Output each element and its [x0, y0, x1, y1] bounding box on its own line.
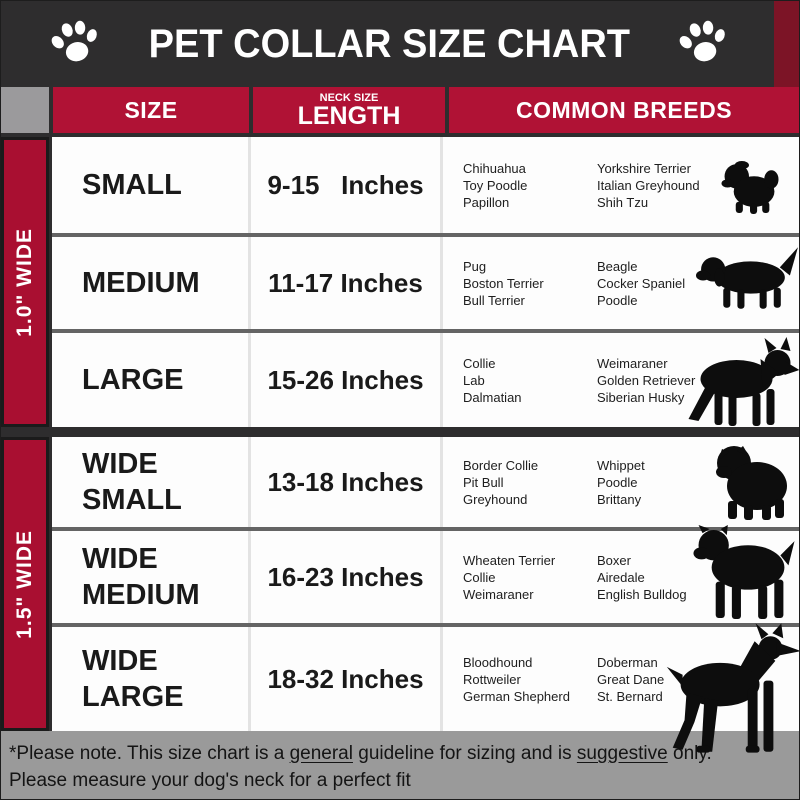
- doberman-silhouette-icon: [653, 621, 799, 764]
- length-value: 16-23 Inches: [267, 561, 424, 592]
- breed-name: Chihuahua: [463, 160, 526, 176]
- breed-name: Border Collie: [463, 457, 539, 473]
- sidebar-1-0-wide-label: 1.0" WIDE: [13, 227, 36, 337]
- breed-name: Golden Retriever: [597, 372, 696, 388]
- breed-name: German Shepherd: [463, 688, 570, 704]
- german-shepherd-silhouette-icon: [684, 337, 799, 429]
- breed-name: Wheaten Terrier: [463, 552, 556, 568]
- table-row-wide-large: WIDE LARGE 18-32 Inches Bloodhound Rottw…: [52, 627, 799, 731]
- sidebar-1-5-wide-label: 1.5" WIDE: [13, 529, 36, 639]
- breed-name: Toy Poodle: [463, 177, 528, 193]
- length-value: 18-32 Inches: [267, 663, 424, 694]
- spaniel-dog-silhouette-icon: [695, 245, 799, 311]
- bulldog-silhouette-icon: [711, 441, 793, 521]
- breed-name: Weimaraner: [597, 355, 668, 371]
- header-common-breeds: COMMON BREEDS: [449, 87, 799, 133]
- small-fluffy-dog-silhouette-icon: [719, 159, 781, 215]
- breed-name: Collie: [463, 355, 496, 371]
- breed-name: Shih Tzu: [597, 194, 649, 210]
- breed-name: Collie: [463, 569, 496, 585]
- row-divider: [52, 329, 799, 333]
- size-label: LARGE: [82, 363, 184, 396]
- breed-name: Cocker Spaniel: [597, 275, 686, 291]
- sidebar-1-0-wide: 1.0" WIDE: [1, 137, 49, 427]
- header-length: NECK SIZE LENGTH: [253, 87, 445, 133]
- breed-name: Siberian Husky: [597, 389, 685, 405]
- size-label: WIDE MEDIUM: [82, 542, 200, 611]
- note-line-2: Please measure your dog's neck for a per…: [9, 770, 411, 791]
- table-row-wide-medium: WIDE MEDIUM 16-23 Inches Wheaten Terrier…: [52, 531, 799, 623]
- row-divider: [52, 233, 799, 237]
- header-length-label: LENGTH: [297, 101, 401, 130]
- breed-name: Airedale: [597, 569, 645, 585]
- breed-name: Rottweiler: [463, 671, 521, 687]
- length-value: 15-26 Inches: [267, 364, 424, 395]
- table-row-wide-small: WIDE SMALL 13-18 Inches Border Collie Pi…: [52, 437, 799, 527]
- breed-name: Weimaraner: [463, 586, 534, 602]
- row-divider: [52, 527, 799, 531]
- width-sidebar: 1.0" WIDE 1.5" WIDE: [1, 137, 49, 731]
- title-bar: PET COLLAR SIZE CHART: [1, 1, 799, 87]
- length-value: 9-15 Inches: [267, 169, 424, 200]
- pit-bull-silhouette-icon: [689, 525, 799, 622]
- header-size-label: SIZE: [124, 96, 178, 123]
- breed-name: Poodle: [597, 474, 638, 490]
- breed-name: Papillon: [463, 194, 510, 210]
- size-label: MEDIUM: [82, 266, 200, 299]
- edge-accent-strip: [774, 1, 799, 87]
- paw-icon: [49, 19, 101, 69]
- sidebar-divider: [1, 427, 49, 437]
- breed-name: Boxer: [597, 552, 631, 568]
- page-title: PET COLLAR SIZE CHART: [148, 21, 630, 66]
- breed-name: Beagle: [597, 258, 638, 274]
- table-header-row: SIZE NECK SIZE LENGTH COMMON BREEDS: [1, 87, 799, 137]
- breed-name: Bloodhound: [463, 654, 533, 670]
- breed-name: English Bulldog: [597, 586, 687, 602]
- breed-name: Doberman: [597, 654, 658, 670]
- breed-name: Yorkshire Terrier: [597, 160, 691, 176]
- corner-spacer: [1, 87, 49, 133]
- header-breeds-label: COMMON BREEDS: [515, 96, 733, 123]
- breed-name: St. Bernard: [597, 688, 663, 704]
- header-neck-size-label: NECK SIZE: [319, 91, 379, 104]
- breed-name: Great Dane: [597, 671, 665, 687]
- breed-name: Pit Bull: [463, 474, 504, 490]
- length-value: 11-17 Inches: [268, 267, 423, 298]
- table-row-small: SMALL 9-15 Inches Chihuahua Toy Poodle P…: [52, 137, 799, 233]
- breed-name: Greyhound: [463, 491, 528, 507]
- breed-name: Lab: [463, 372, 485, 388]
- breed-name: Bull Terrier: [463, 292, 525, 308]
- size-label: SMALL: [82, 168, 182, 201]
- sidebar-1-5-wide: 1.5" WIDE: [1, 437, 49, 731]
- row-divider: [52, 623, 799, 627]
- size-label: WIDE LARGE: [82, 644, 184, 713]
- length-value: 13-18 Inches: [267, 466, 424, 497]
- breed-name: Dalmatian: [463, 389, 522, 405]
- table-rows: SMALL 9-15 Inches Chihuahua Toy Poodle P…: [52, 137, 799, 731]
- breed-name: Whippet: [597, 457, 645, 473]
- breed-name: Brittany: [597, 491, 642, 507]
- breed-name: Boston Terrier: [463, 275, 544, 291]
- footer-note: *Please note. This size chart is a gener…: [1, 731, 799, 799]
- breed-name: Italian Greyhound: [597, 177, 700, 193]
- size-chart-table: 1.0" WIDE 1.5" WIDE SMALL 9-15 Inches Ch…: [1, 137, 799, 731]
- paw-icon: [677, 19, 729, 69]
- breed-name: Pug: [463, 258, 487, 274]
- size-label: WIDE SMALL: [82, 447, 182, 516]
- table-row-medium: MEDIUM 11-17 Inches Pug Boston Terrier B…: [52, 237, 799, 329]
- breed-name: Poodle: [597, 292, 638, 308]
- section-divider: [52, 427, 799, 437]
- table-row-large: LARGE 15-26 Inches Collie Lab Dalmatian …: [52, 333, 799, 427]
- header-size: SIZE: [53, 87, 249, 133]
